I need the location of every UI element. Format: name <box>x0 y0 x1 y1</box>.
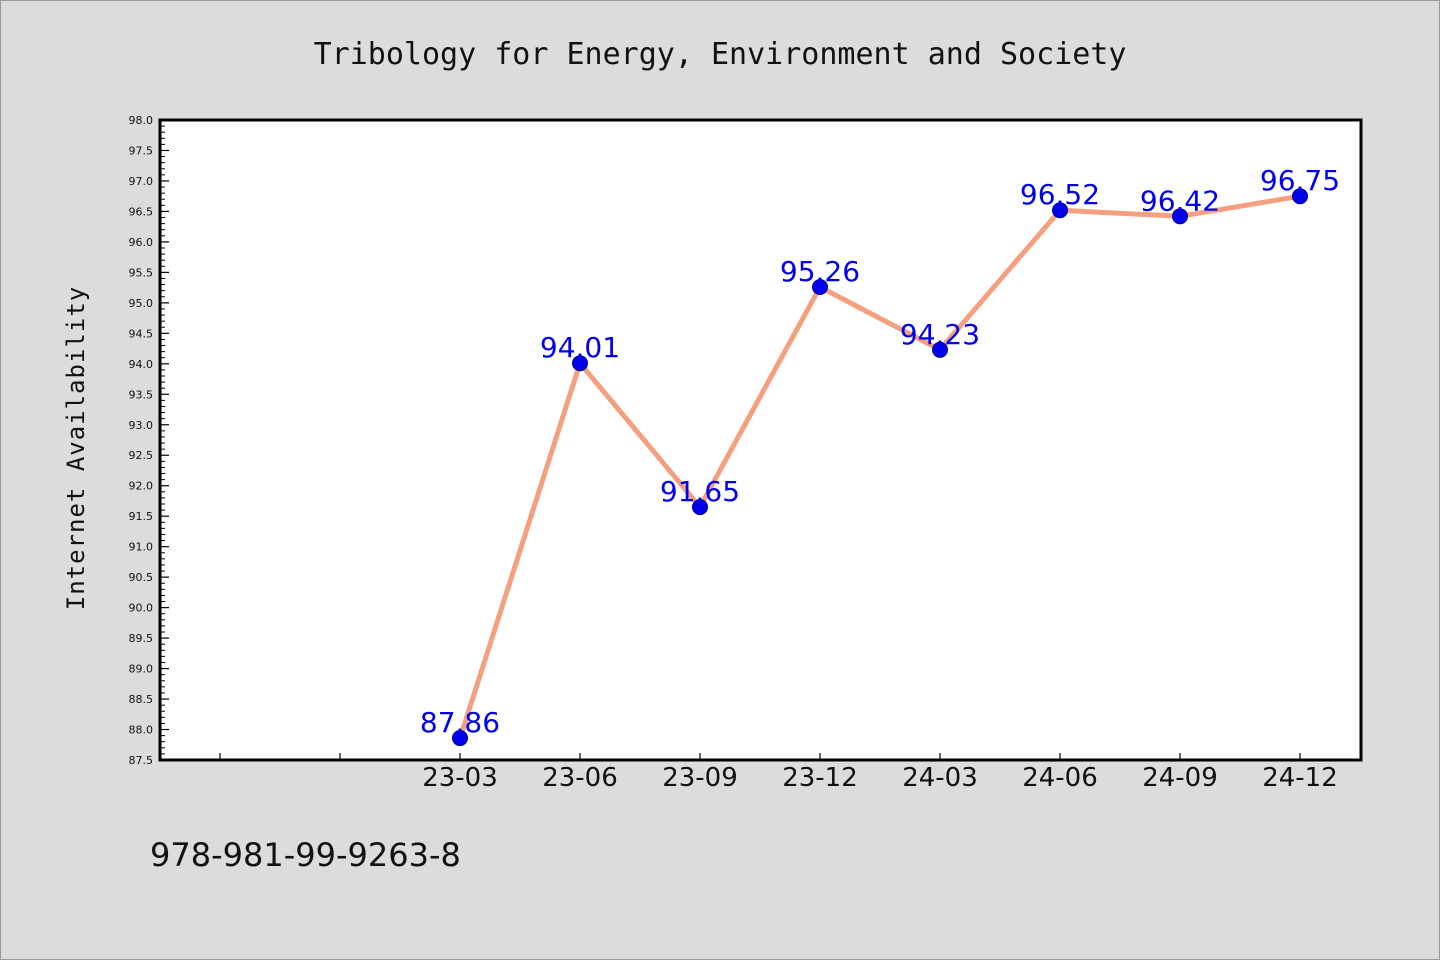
y-tick-label: 95.0 <box>129 297 154 310</box>
y-tick-label: 88.5 <box>129 693 154 706</box>
series-line <box>457 193 1303 741</box>
y-axis-ticks: 87.5 88.0 88.5 89.0 89.5 90.0 90.5 91.0 91.5 92.0… <box>129 114 169 767</box>
y-tick-label: 90.5 <box>129 571 154 584</box>
isbn-caption: 978-981-99-9263-8 <box>150 836 461 874</box>
plot-area <box>158 118 1363 762</box>
x-tick-label: 23-03 <box>422 763 498 793</box>
y-axis-label: Internet Availability <box>62 286 90 610</box>
y-tick-label: 98.0 <box>129 114 154 127</box>
y-tick-label: 97.0 <box>129 175 154 188</box>
x-tick-label: 23-12 <box>782 763 858 793</box>
x-tick-label: 24-03 <box>902 763 978 793</box>
x-tick-label: 23-09 <box>662 763 738 793</box>
data-point <box>932 341 948 358</box>
data-label: 96.42 <box>1140 184 1220 217</box>
series-layer <box>452 188 1308 747</box>
y-tick-label: 88.0 <box>129 724 154 737</box>
data-label: 87.86 <box>420 706 500 739</box>
x-tick-label: 24-09 <box>1142 763 1218 793</box>
data-point <box>1292 188 1308 205</box>
data-label: 95.26 <box>780 255 860 288</box>
data-label: 94.01 <box>540 331 620 364</box>
data-label: 91.65 <box>660 475 740 508</box>
y-tick-label: 95.5 <box>129 266 154 279</box>
y-tick-label: 89.0 <box>129 663 154 676</box>
y-tick-label: 97.5 <box>129 144 154 157</box>
y-tick-label: 94.0 <box>129 358 154 371</box>
y-tick-label: 92.0 <box>129 480 154 493</box>
data-point <box>1172 208 1188 225</box>
data-label: 96.52 <box>1020 178 1100 211</box>
y-tick-label: 91.5 <box>129 510 154 523</box>
y-tick-label: 91.0 <box>129 541 154 554</box>
x-axis-ticks: 23-03 23-06 23-09 23-12 24-03 24-06 24-09 24-12 <box>219 753 1338 793</box>
x-tick-label: 23-06 <box>542 763 618 793</box>
data-label: 94.23 <box>900 318 980 351</box>
y-tick-label: 93.0 <box>129 419 154 432</box>
data-point <box>572 355 588 372</box>
y-tick-label: 94.5 <box>129 327 154 340</box>
x-tick-label: 24-06 <box>1022 763 1098 793</box>
y-tick-label: 96.0 <box>129 236 154 249</box>
data-point <box>812 279 828 296</box>
y-tick-label: 93.5 <box>129 388 154 401</box>
y-tick-label: 92.5 <box>129 449 154 462</box>
data-point <box>692 499 708 516</box>
x-tick-label: 24-12 <box>1262 763 1338 793</box>
y-tick-label: 90.0 <box>129 602 154 615</box>
data-point <box>1052 202 1068 219</box>
y-tick-label: 87.5 <box>129 754 154 767</box>
data-label: 96.75 <box>1260 164 1340 197</box>
chart-title: Tribology for Energy, Environment and So… <box>314 37 1127 72</box>
data-labels-layer: 87.86 94.01 91.65 95.26 94.23 96.52 96.42 96.75 <box>420 164 1340 739</box>
y-tick-label: 96.5 <box>129 205 154 218</box>
y-tick-label: 89.5 <box>129 632 154 645</box>
data-point <box>452 730 468 747</box>
